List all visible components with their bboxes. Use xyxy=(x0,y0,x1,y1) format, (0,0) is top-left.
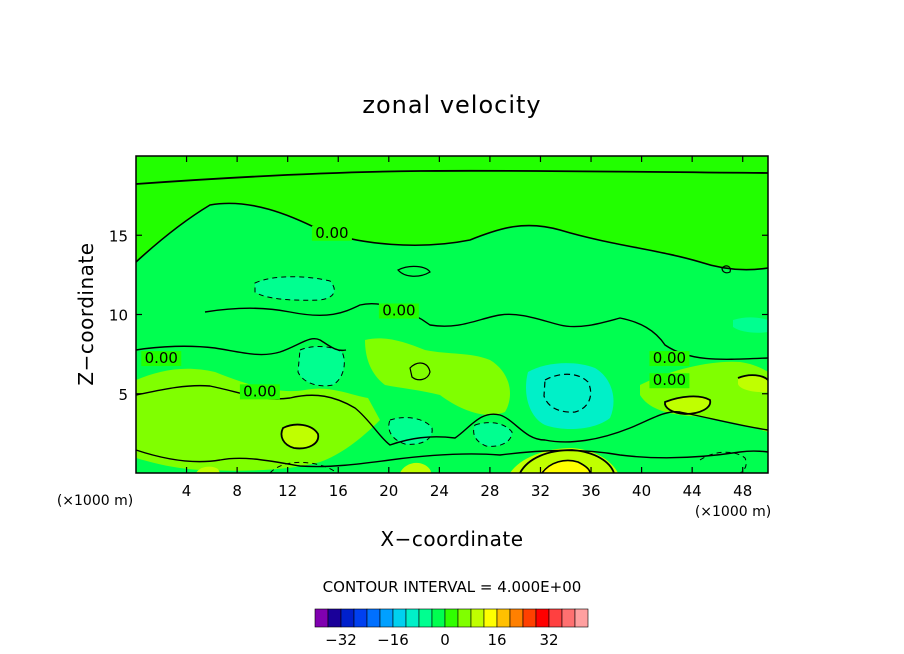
colorbar: −32 −16 0 16 32 xyxy=(314,608,589,649)
colorbar-swatch xyxy=(405,608,420,628)
contour-interval-text: CONTOUR INTERVAL = 4.000E+00 xyxy=(323,578,582,596)
x-tick-label: 16 xyxy=(329,482,348,500)
region-left-negative xyxy=(298,346,345,386)
x-tick-label: 20 xyxy=(379,482,398,500)
x-tick-label: 4 xyxy=(182,482,192,500)
contour-label: 0.00 xyxy=(382,302,415,320)
region-bottom-far-left-max xyxy=(196,466,220,473)
contour-small-island-1 xyxy=(409,362,431,381)
y-axis-label: Z−coordinate xyxy=(74,242,98,385)
contour-center-negative xyxy=(543,373,592,413)
region-right-strong-positive xyxy=(664,396,711,414)
contour-bottom-max xyxy=(541,459,591,474)
colorbar-swatch xyxy=(548,608,563,628)
colorbar-swatch xyxy=(444,608,459,628)
x-tick-label: 8 xyxy=(232,482,242,500)
x-unit-left: (×1000 m) xyxy=(57,493,133,509)
colorbar-swatch xyxy=(522,608,537,628)
contour-far-right-core xyxy=(737,374,769,381)
colorbar-swatch xyxy=(509,608,524,628)
contour-label-bg xyxy=(239,384,280,400)
contour-label: 0.00 xyxy=(315,224,348,242)
x-tick-label: 40 xyxy=(632,482,651,500)
contour-dashed-lower-right xyxy=(473,422,513,447)
contour-label: 0.00 xyxy=(653,371,686,389)
x-tick-label: 32 xyxy=(531,482,550,500)
contour-label: 0.00 xyxy=(243,382,276,400)
colorbar-swatch xyxy=(340,608,355,628)
colorbar-swatch xyxy=(314,608,329,628)
colorbar-tick-label: 16 xyxy=(487,631,506,649)
contour-label: 0.00 xyxy=(653,349,686,367)
contour-top xyxy=(135,169,769,185)
chart-title: zonal velocity xyxy=(362,91,541,119)
colorbar-swatch xyxy=(431,608,446,628)
x-tick-label: 44 xyxy=(683,482,702,500)
region-lower-right-negative xyxy=(473,422,512,447)
contour-dashed-bottom-left xyxy=(269,461,337,474)
colorbar-swatch xyxy=(366,608,381,628)
colorbar-swatch xyxy=(483,608,498,628)
contour-upper-zero xyxy=(135,202,769,271)
contour-label-bg xyxy=(311,225,352,241)
region-lower-weak-positive xyxy=(136,368,380,471)
colorbar-swatch xyxy=(418,608,433,628)
colorbar-swatch xyxy=(353,608,368,628)
colorbar-tick-label: −16 xyxy=(377,631,409,649)
y-tick-label: 5 xyxy=(118,386,128,404)
region-far-right-strong-positive xyxy=(738,375,768,393)
contour-label-bg xyxy=(649,351,690,367)
colorbar-swatch xyxy=(392,608,407,628)
colorbar-swatch xyxy=(535,608,550,628)
colorbar-swatch xyxy=(470,608,485,628)
y-tick-label: 15 xyxy=(109,227,128,245)
contour-dashed-upper xyxy=(254,276,335,301)
region-lower-strong-positive xyxy=(281,424,319,449)
contour-bottom xyxy=(135,449,769,468)
contour-left-zero xyxy=(135,338,347,356)
colorbar-swatch xyxy=(379,608,394,628)
x-tick-label: 48 xyxy=(733,482,752,500)
x-unit-right: (×1000 m) xyxy=(695,504,771,520)
contour-lower-core xyxy=(280,423,320,450)
colorbar-swatch xyxy=(574,608,589,628)
contour-label: 0.00 xyxy=(145,349,178,367)
contour-bottom-core xyxy=(519,449,615,474)
colorbar-swatch xyxy=(327,608,342,628)
colorbar-tick-label: 0 xyxy=(440,631,450,649)
x-axis-label: X−coordinate xyxy=(380,527,523,551)
region-center-negative xyxy=(525,363,614,430)
colorbar-tick-label: −32 xyxy=(325,631,357,649)
y-tick-label: 10 xyxy=(109,307,128,325)
region-bottom-left-max xyxy=(400,462,431,473)
contour-field xyxy=(136,156,768,473)
contour-mid-zero xyxy=(204,303,769,360)
x-tick-label: 36 xyxy=(581,482,600,500)
contour-label-bg xyxy=(649,373,690,389)
contour-small-island-3 xyxy=(721,265,731,274)
contour-label-bg xyxy=(141,351,182,367)
contour-small-island-2 xyxy=(397,265,431,277)
contour-right-core xyxy=(664,395,712,415)
x-tick-label: 28 xyxy=(480,482,499,500)
x-tick-label: 24 xyxy=(430,482,449,500)
region-upper-negative xyxy=(255,276,335,301)
colorbar-swatch xyxy=(561,608,576,628)
contour-label-bg xyxy=(378,303,419,319)
colorbar-swatch xyxy=(457,608,472,628)
region-right-upper-negative xyxy=(733,317,768,333)
contour-labels: 0.00 0.00 0.00 0.00 0.00 0.00 xyxy=(141,224,690,400)
contour-dashed-right xyxy=(699,451,747,474)
x-tick-label: 12 xyxy=(278,482,297,500)
region-mid-weak-positive xyxy=(365,338,510,415)
contour-dashed-left xyxy=(297,346,345,387)
colorbar-swatch xyxy=(496,608,511,628)
colorbar-tick-label: 32 xyxy=(539,631,558,649)
